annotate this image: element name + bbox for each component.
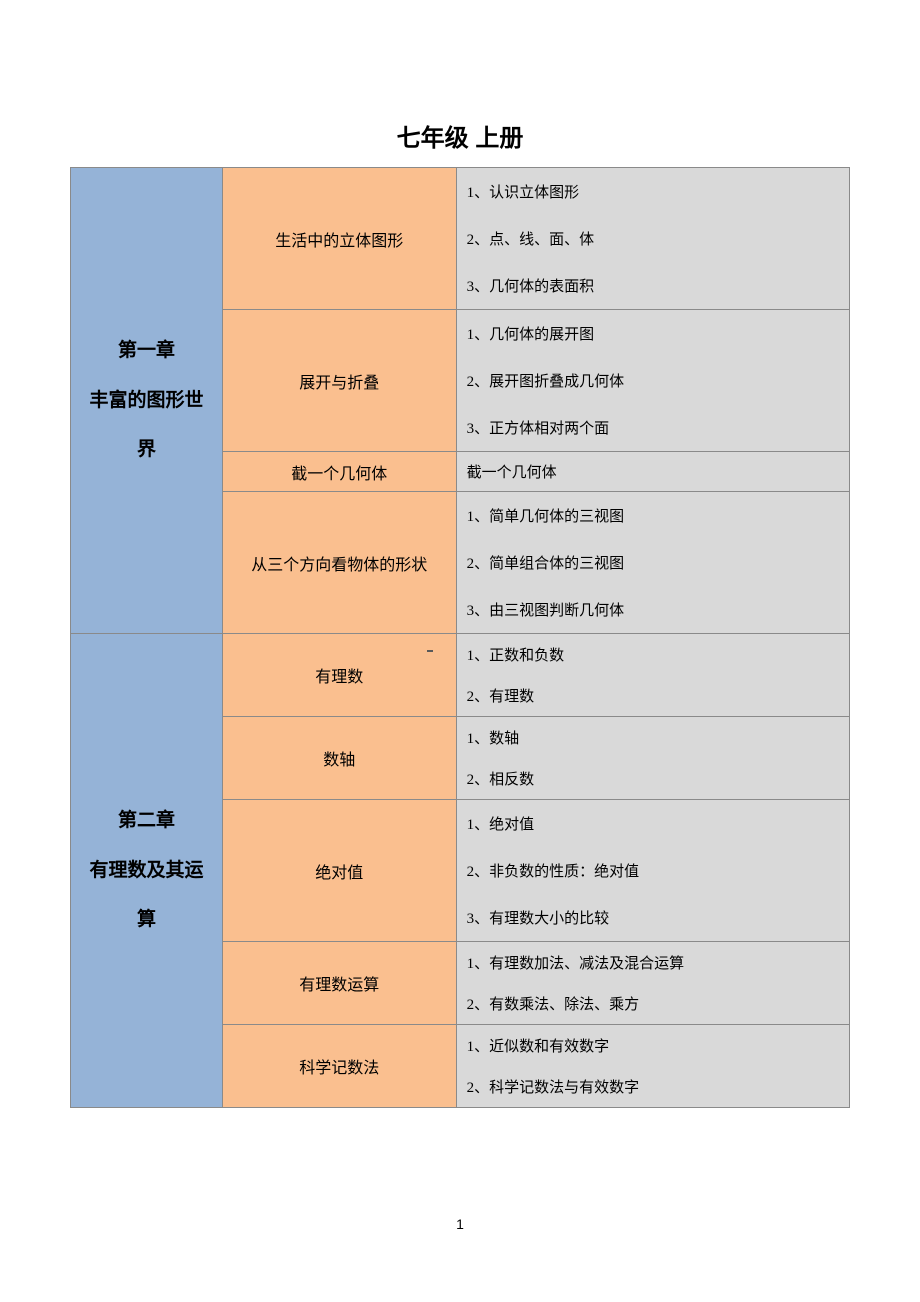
topic-item: 3、有理数大小的比较 xyxy=(457,894,849,941)
section-cell: 数轴 xyxy=(222,717,456,800)
topic-item: 截一个几何体 xyxy=(457,452,849,491)
chapter-cell: 第一章 丰富的图形世 界 xyxy=(71,168,223,634)
topics-cell: 1、简单几何体的三视图 2、简单组合体的三视图 3、由三视图判断几何体 xyxy=(456,492,849,634)
topic-item: 2、点、线、面、体 xyxy=(457,215,849,262)
topics-cell: 截一个几何体 xyxy=(456,452,849,492)
page: 七年级 上册 第一章 丰富的图形世 界 生活中的立体图形 1、认识立体图形 2、… xyxy=(0,0,920,1302)
topic-item: 1、几何体的展开图 xyxy=(457,310,849,357)
section-cell: 展开与折叠 xyxy=(222,310,456,452)
chapter-cell: 第二章 有理数及其运 算 xyxy=(71,634,223,1108)
section-cell: 从三个方向看物体的形状 xyxy=(222,492,456,634)
chapter-line: 第一章 xyxy=(71,326,222,375)
topic-item: 2、相反数 xyxy=(457,758,849,799)
topic-item: 2、有理数 xyxy=(457,675,849,716)
topic-item: 2、有数乘法、除法、乘方 xyxy=(457,983,849,1024)
topic-item: 1、绝对值 xyxy=(457,800,849,847)
topics-cell: 1、几何体的展开图 2、展开图折叠成几何体 3、正方体相对两个面 xyxy=(456,310,849,452)
topics-cell: 1、认识立体图形 2、点、线、面、体 3、几何体的表面积 xyxy=(456,168,849,310)
section-cell: 有理数 xyxy=(222,634,456,717)
section-cell: 有理数运算 xyxy=(222,942,456,1025)
topic-item: 3、正方体相对两个面 xyxy=(457,404,849,451)
outline-table: 第一章 丰富的图形世 界 生活中的立体图形 1、认识立体图形 2、点、线、面、体… xyxy=(70,167,850,1108)
section-cell: 截一个几何体 xyxy=(222,452,456,492)
topics-cell: 1、正数和负数 2、有理数 xyxy=(456,634,849,717)
stray-mark xyxy=(427,650,433,652)
chapter-line: 丰富的图形世 xyxy=(71,376,222,425)
topic-item: 2、简单组合体的三视图 xyxy=(457,539,849,586)
topic-item: 1、近似数和有效数字 xyxy=(457,1025,849,1066)
page-title: 七年级 上册 xyxy=(70,118,850,153)
topic-item: 2、展开图折叠成几何体 xyxy=(457,357,849,404)
section-cell: 生活中的立体图形 xyxy=(222,168,456,310)
topic-item: 1、有理数加法、减法及混合运算 xyxy=(457,942,849,983)
page-number: 1 xyxy=(0,1216,920,1232)
chapter-line: 第二章 xyxy=(71,796,222,845)
topic-item: 3、由三视图判断几何体 xyxy=(457,586,849,633)
topics-cell: 1、绝对值 2、非负数的性质：绝对值 3、有理数大小的比较 xyxy=(456,800,849,942)
topic-item: 1、认识立体图形 xyxy=(457,168,849,215)
section-cell: 绝对值 xyxy=(222,800,456,942)
chapter-line: 有理数及其运 xyxy=(71,846,222,895)
topic-item: 1、数轴 xyxy=(457,717,849,758)
topics-cell: 1、近似数和有效数字 2、科学记数法与有效数字 xyxy=(456,1025,849,1108)
topic-item: 1、简单几何体的三视图 xyxy=(457,492,849,539)
topic-item: 2、科学记数法与有效数字 xyxy=(457,1066,849,1107)
topics-cell: 1、数轴 2、相反数 xyxy=(456,717,849,800)
topic-item: 3、几何体的表面积 xyxy=(457,262,849,309)
topic-item: 1、正数和负数 xyxy=(457,634,849,675)
chapter-line: 算 xyxy=(71,895,222,944)
topics-cell: 1、有理数加法、减法及混合运算 2、有数乘法、除法、乘方 xyxy=(456,942,849,1025)
topic-item: 2、非负数的性质：绝对值 xyxy=(457,847,849,894)
section-cell: 科学记数法 xyxy=(222,1025,456,1108)
chapter-line: 界 xyxy=(71,425,222,474)
